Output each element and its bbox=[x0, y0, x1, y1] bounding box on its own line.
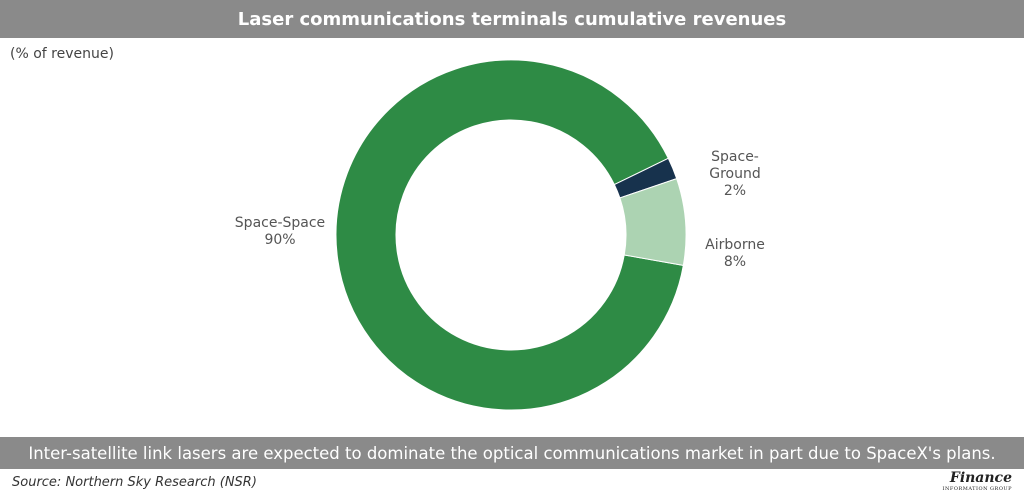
slice-space-space bbox=[335, 59, 684, 411]
label-space-ground-line1: Space- bbox=[711, 149, 759, 165]
logo-word: Finance bbox=[949, 470, 1012, 486]
label-space-space-value: 90% bbox=[264, 232, 296, 248]
donut-chart bbox=[335, 59, 687, 411]
label-airborne-value: 8% bbox=[723, 254, 747, 270]
chart-title-bar: Laser communications terminals cumulativ… bbox=[0, 0, 1024, 38]
caption-bar: Inter-satellite link lasers are expected… bbox=[0, 437, 1024, 469]
source-note: Source: Northern Sky Research (NSR) bbox=[12, 475, 257, 490]
label-space-ground-line2: Ground bbox=[709, 166, 761, 182]
chart-area: Space-Space 90% Space- Ground 2% Airborn… bbox=[0, 38, 1024, 435]
label-space-ground-value: 2% bbox=[723, 183, 747, 199]
label-airborne: Airborne 8% bbox=[690, 237, 780, 271]
chart-title: Laser communications terminals cumulativ… bbox=[237, 8, 787, 30]
slice-airborne bbox=[619, 177, 687, 266]
unit-label: (% of revenue) bbox=[10, 46, 114, 62]
label-airborne-name: Airborne bbox=[705, 237, 765, 253]
label-space-space-name: Space-Space bbox=[234, 215, 326, 231]
caption-text: Inter-satellite link lasers are expected… bbox=[28, 443, 996, 463]
label-space-ground: Space- Ground 2% bbox=[690, 149, 780, 200]
brand-logo: Finance INFORMATION GROUP bbox=[942, 470, 1012, 493]
label-space-space: Space-Space 90% bbox=[230, 215, 330, 249]
logo-subtext: INFORMATION GROUP bbox=[942, 486, 1012, 492]
